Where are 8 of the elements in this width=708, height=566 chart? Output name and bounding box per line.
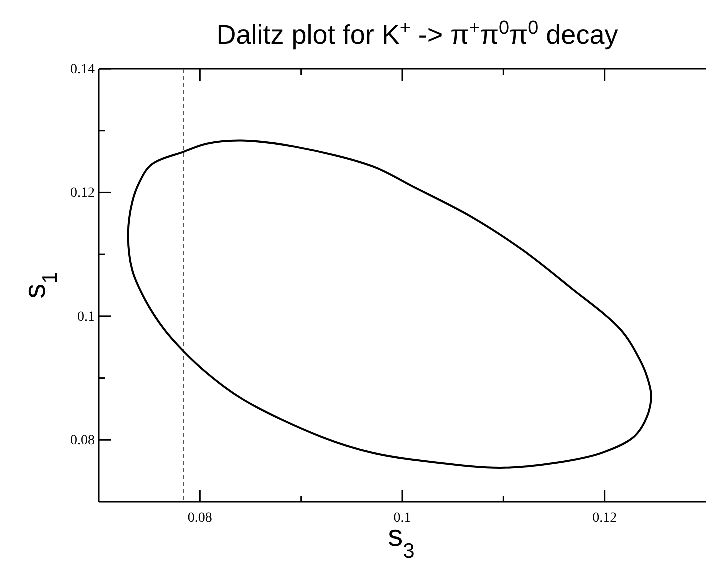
- x-tick-label: 0.1: [394, 510, 412, 526]
- x-tick-label: 0.08: [188, 510, 212, 526]
- y-tick-label: 0.12: [70, 186, 95, 202]
- y-tick-label: 0.14: [70, 62, 95, 78]
- x-tick-label: 0.12: [592, 510, 618, 526]
- y-tick-label: 0.1: [78, 310, 95, 325]
- y-tick-label: 0.08: [70, 434, 95, 449]
- chart-title: Dalitz plot for K$^{+}$ -> π$^{+}$π$^{0}$π$^{0}$ decay: [216, 18, 618, 50]
